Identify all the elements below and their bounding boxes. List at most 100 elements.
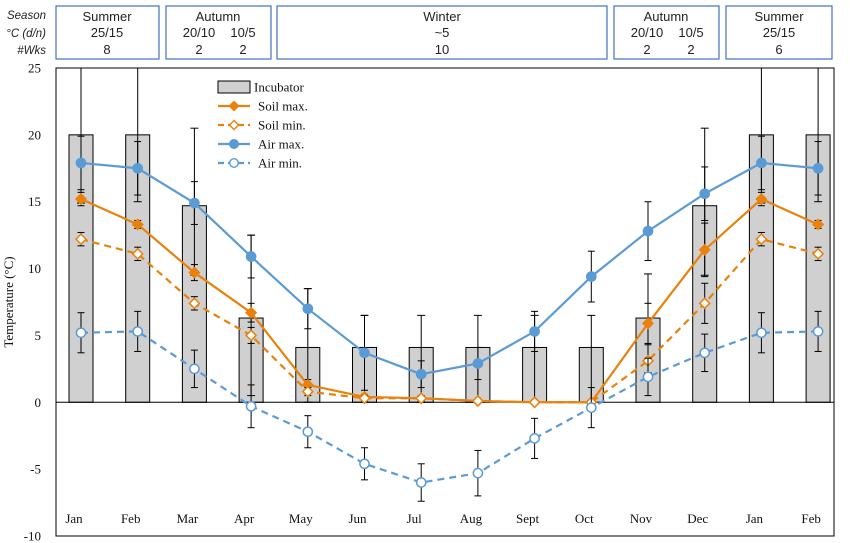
y-tick-label: -10	[24, 529, 41, 543]
season-box-autumn-1	[165, 5, 272, 60]
x-tick-label: Apr	[234, 511, 255, 526]
air-max-point	[189, 197, 200, 209]
soil-min-point	[755, 233, 768, 246]
season-temp: 20/10	[631, 25, 664, 40]
season-temp: 10/5	[230, 25, 255, 40]
bars-layer	[68, 67, 831, 403]
air-max-point	[699, 188, 711, 200]
soil-max-point	[698, 243, 711, 256]
legend-swatch-marker	[228, 157, 239, 168]
season-temp: 10/5	[678, 25, 703, 40]
air-min-point	[359, 458, 370, 470]
soil-max-point	[188, 266, 201, 279]
legend-label: Soil max.	[258, 99, 308, 114]
x-tick-label: Jun	[348, 511, 367, 526]
legend-swatch-marker	[228, 119, 240, 131]
air-max-line	[80, 161, 819, 376]
y-tick-label: 20	[28, 127, 41, 142]
soil-min-point	[528, 396, 541, 409]
air-max-point	[585, 271, 597, 282]
ticks-layer: -10 -5 0 5 10 15 20 25 Jan Feb Mar Apr May Jun Jul Aug S…	[24, 61, 821, 543]
air-min-point	[132, 326, 144, 337]
legend-label: Soil min.	[258, 118, 306, 133]
header-label-weeks: #Wks	[17, 45, 46, 57]
legend-swatch-incubator	[217, 80, 251, 94]
header-label-season: Season	[7, 10, 46, 22]
season-weeks: 6	[775, 42, 782, 57]
soil-max-point	[245, 306, 258, 319]
air-max-point	[415, 368, 427, 380]
season-name: Summer	[82, 9, 132, 24]
x-tick-label: Aug	[460, 511, 483, 526]
legend-label: Air max.	[258, 137, 304, 152]
x-tick-label: May	[289, 511, 313, 526]
x-tick-label: Feb	[801, 511, 821, 526]
legend-swatch-marker	[228, 100, 240, 112]
season-weeks: 2	[687, 42, 694, 57]
legend: Incubator Soil max. Soil min. Air max. Air m…	[217, 80, 308, 171]
x-tick-label: Jan	[746, 511, 764, 526]
air-min-point	[415, 477, 427, 488]
x-tick-label: Mar	[177, 511, 199, 526]
y-tick-label: -5	[30, 462, 41, 477]
soil-min-point	[245, 329, 258, 342]
season-weeks: 2	[239, 42, 246, 57]
air-min-point	[245, 400, 257, 412]
season-name: Summer	[754, 9, 804, 24]
air-min-point	[472, 467, 484, 479]
season-header: Season °C (d/n) #Wks Summer 25/15 8 Autu…	[6, 5, 833, 60]
air-min-point	[585, 402, 597, 413]
season-weeks: 2	[643, 42, 650, 57]
soil-min-point	[131, 247, 144, 260]
season-temp: 25/15	[91, 25, 124, 40]
soil-min-point	[471, 394, 484, 408]
soil-max-point	[755, 192, 768, 206]
air-min-point	[756, 327, 767, 339]
season-name: Autumn	[196, 9, 241, 24]
air-min-point	[529, 433, 540, 444]
header-label-temp: °C (d/n)	[6, 28, 46, 40]
x-tick-label: Jan	[65, 511, 83, 526]
plot-frame	[55, 67, 835, 537]
x-tick-label: Sept	[516, 511, 540, 526]
soil-min-point	[358, 392, 371, 405]
soil-max-point	[131, 218, 144, 231]
air-min-point	[75, 327, 87, 339]
air-max-point	[812, 162, 824, 174]
air-max-point	[75, 157, 87, 169]
soil-max-point	[812, 218, 825, 231]
season-temp: ~5	[435, 25, 450, 40]
y-tick-label: 10	[28, 261, 41, 276]
soil-min-point	[812, 247, 825, 260]
season-box-summer-2	[725, 5, 833, 60]
x-tick-label: Feb	[121, 511, 141, 526]
y-tick-label: 5	[35, 328, 42, 343]
legend-label: Incubator	[254, 80, 304, 95]
x-tick-label: Oct	[575, 511, 594, 526]
x-tick-label: Jul	[407, 511, 423, 526]
air-max-point	[756, 157, 767, 169]
season-weeks: 10	[435, 42, 449, 57]
x-tick-label: Nov	[630, 511, 653, 526]
air-max-point	[642, 225, 654, 237]
soil-min-point	[698, 297, 711, 310]
soil-min-point	[301, 385, 314, 398]
soil-min-point	[74, 233, 88, 246]
y-axis-label: Temperature (°C)	[1, 256, 16, 347]
lines-layer	[74, 135, 825, 502]
season-weeks: 2	[195, 42, 202, 57]
legend-label: Air min.	[258, 156, 302, 171]
season-temp: 25/15	[763, 25, 796, 40]
air-min-line	[80, 330, 819, 484]
air-min-point	[302, 426, 314, 438]
air-max-point	[132, 162, 144, 174]
season-name: Autumn	[644, 9, 689, 24]
y-tick-label: 25	[28, 61, 41, 76]
season-weeks: 8	[103, 42, 110, 57]
season-box-summer-1	[55, 5, 160, 60]
season-box-autumn-2	[613, 5, 720, 60]
air-min-point	[642, 371, 654, 383]
legend-swatch-marker	[228, 138, 239, 149]
air-max-point	[245, 251, 257, 262]
